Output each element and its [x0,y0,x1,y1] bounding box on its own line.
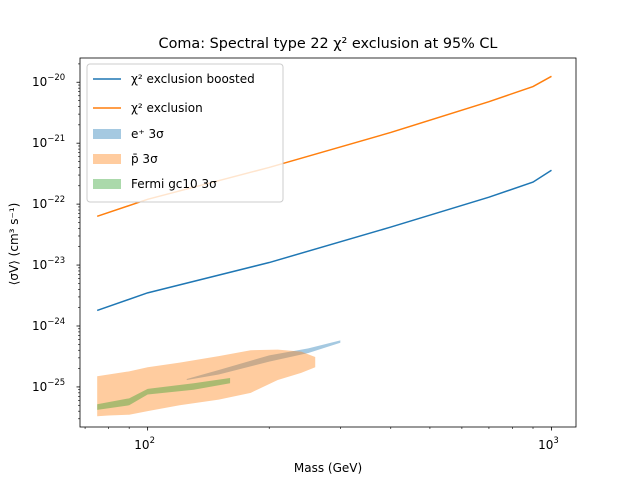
legend-swatch [93,179,121,189]
band-fermi-gc10-3 [97,378,231,410]
axes-frame [79,57,577,428]
y-tick-label: 10−24 [32,317,65,333]
line-exclusion-boosted [96,169,552,312]
band-p-3 [97,349,316,417]
x-tick-label: 103 [538,436,559,452]
legend-label: e⁺ 3σ [131,127,164,141]
y-tick-label: 10−23 [32,256,65,272]
legend-swatch [93,129,121,139]
legend-label: Fermi gc10 3σ [131,177,217,191]
ticks-layer: 102 103 10−25 10−24 10−23 10−22 10−21 10−20 [32,63,559,452]
series-layer [96,75,552,417]
x-axis-label: Mass (GeV) [294,461,362,475]
legend-label: p̄ 3σ [131,152,158,166]
y-tick-label: 10−22 [32,195,65,211]
legend-swatch [93,154,121,164]
y-tick-label: 10−21 [32,134,65,150]
band-e-3 [186,340,341,380]
y-tick-label: 10−20 [32,73,65,89]
y-axis-label: ⟨σV⟩ (cm³ s⁻¹) [7,203,21,286]
legend: χ² exclusion boosted χ² exclusion e⁺ 3σ p̄ … [86,63,284,203]
y-tick-label: 10−25 [32,378,65,394]
legend-label: χ² exclusion [131,101,203,115]
legend-label: χ² exclusion boosted [131,72,255,86]
chart-title: Coma: Spectral type 22 χ² exclusion at 9… [159,36,498,52]
legend-box [86,63,284,203]
x-tick-label: 102 [134,436,155,452]
